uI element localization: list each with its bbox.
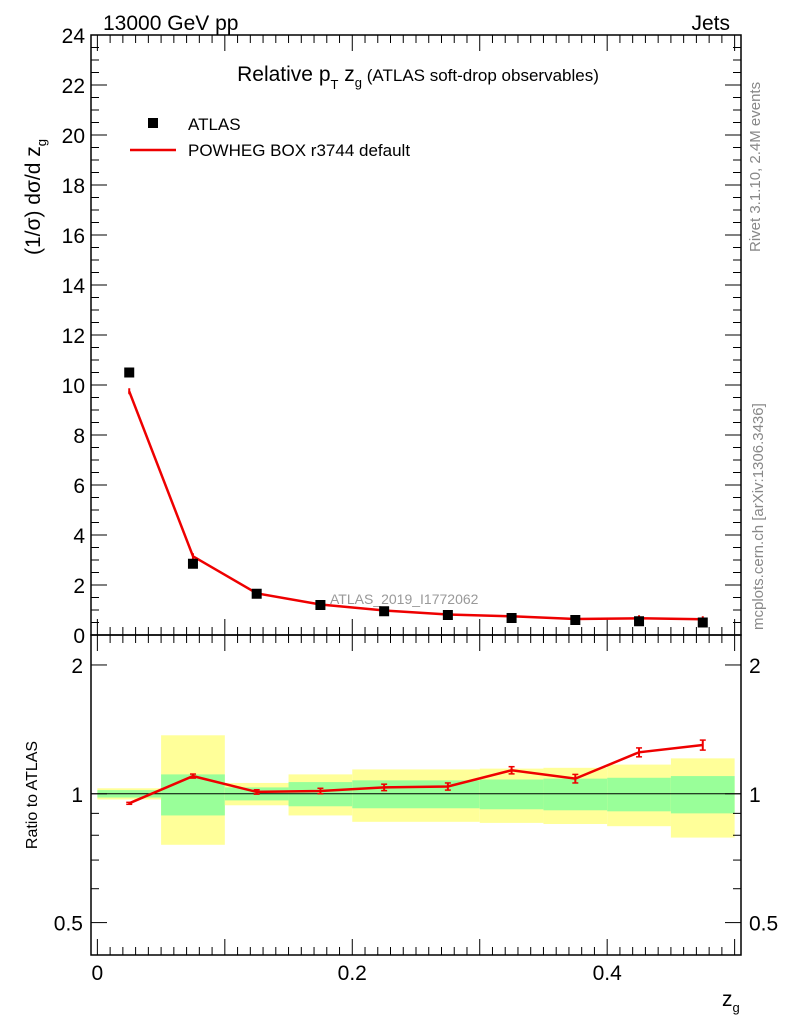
legend-atlas-marker [148, 118, 158, 128]
atlas-data-point [379, 606, 390, 617]
main-y-axis-label: (1/σ) dσ/d zg [22, 139, 49, 255]
main-y-tick-label: 14 [62, 275, 86, 298]
title-rest: (ATLAS soft-drop observables) [362, 66, 599, 85]
atlas-data-point [251, 588, 262, 599]
ratio-band-green [479, 779, 544, 810]
main-y-tick-label: 16 [62, 225, 85, 248]
title-z: z [338, 63, 354, 86]
main-y-tick-label: 20 [62, 125, 85, 148]
atlas-data-point [506, 613, 517, 623]
ratio-band-green [670, 776, 735, 814]
main-y-tick-label: 10 [62, 375, 85, 398]
process-label: Jets [691, 12, 730, 35]
ratio-y-tick-label: 1 [71, 784, 83, 807]
main-y-tick-label: 12 [62, 325, 85, 348]
ratio-bands [97, 735, 735, 845]
ratio-y-tick-label-right: 2 [749, 655, 761, 678]
energy-label: 13000 GeV pp [103, 12, 238, 35]
plot-title: Relative pT zg (ATLAS soft-drop observab… [237, 63, 599, 92]
atlas-data-point [570, 615, 581, 625]
title-sub-g: g [355, 75, 362, 90]
main-y-tick-label: 18 [62, 175, 85, 198]
main-y-tick-label: 0 [73, 625, 85, 648]
ratio-y-tick-label-right: 0.5 [749, 913, 778, 936]
analysis-watermark: ATLAS_2019_I1772062 [330, 591, 479, 607]
ratio-x-tick-label: 0.2 [338, 962, 367, 985]
ratio-y-tick-label-right: 1 [749, 784, 761, 807]
atlas-data-point [187, 558, 198, 569]
atlas-data-point [315, 600, 326, 610]
xlabel-text: z [722, 988, 733, 1011]
ratio-band-green [607, 777, 671, 812]
main-data-layer [124, 367, 708, 628]
ratio-panel: 0.5 0.5 1 1 2 2 0 0.2 0.4 Ratio to ATLAS zg [24, 634, 778, 1015]
title-main: Relative p [237, 63, 330, 86]
ratio-x-tick-label: 0.4 [593, 962, 623, 985]
xlabel-sub: g [733, 1000, 740, 1015]
main-y-tick-label: 8 [73, 425, 85, 448]
atlas-data-point [442, 610, 453, 620]
main-ylabel-sub: g [34, 139, 49, 146]
ratio-line [128, 743, 703, 805]
ratio-y-axis-label: Ratio to ATLAS [24, 741, 41, 849]
legend-atlas-label: ATLAS [188, 115, 241, 134]
main-y-tick-label: 6 [73, 475, 85, 498]
legend-powheg-label: POWHEG BOX r3744 default [188, 141, 410, 160]
main-y-tick-label: 24 [62, 25, 86, 48]
atlas-data-point [697, 617, 708, 628]
atlas-data-point [124, 367, 135, 378]
legend: ATLAS POWHEG BOX r3744 default [130, 115, 410, 160]
ratio-x-tick-label: 0 [92, 962, 104, 985]
ratio-y-tick-label: 0.5 [54, 913, 83, 936]
ratio-x-ticks: 0 0.2 0.4 [92, 635, 736, 985]
ratio-y-ticks: 0.5 0.5 1 1 2 2 [54, 655, 778, 936]
main-y-tick-label: 4 [73, 525, 85, 548]
ratio-x-axis-label: zg [722, 988, 740, 1015]
main-x-ticks [96, 35, 736, 635]
ratio-data-layer [126, 739, 706, 806]
powheg-line [128, 390, 703, 621]
main-y-tick-label: 2 [73, 575, 85, 598]
ratio-y-tick-label: 2 [71, 655, 83, 678]
main-ylabel-text: (1/σ) dσ/d z [22, 146, 45, 255]
title-sub-t: T [331, 77, 339, 92]
ratio-band-green [543, 778, 608, 811]
main-y-tick-label: 22 [62, 75, 85, 98]
mcplots-note: mcplots.cern.ch [arXiv:1306.3436] [750, 403, 767, 630]
rivet-note: Rivet 3.1.10, 2.4M events [747, 82, 764, 252]
atlas-data-point [634, 616, 645, 627]
